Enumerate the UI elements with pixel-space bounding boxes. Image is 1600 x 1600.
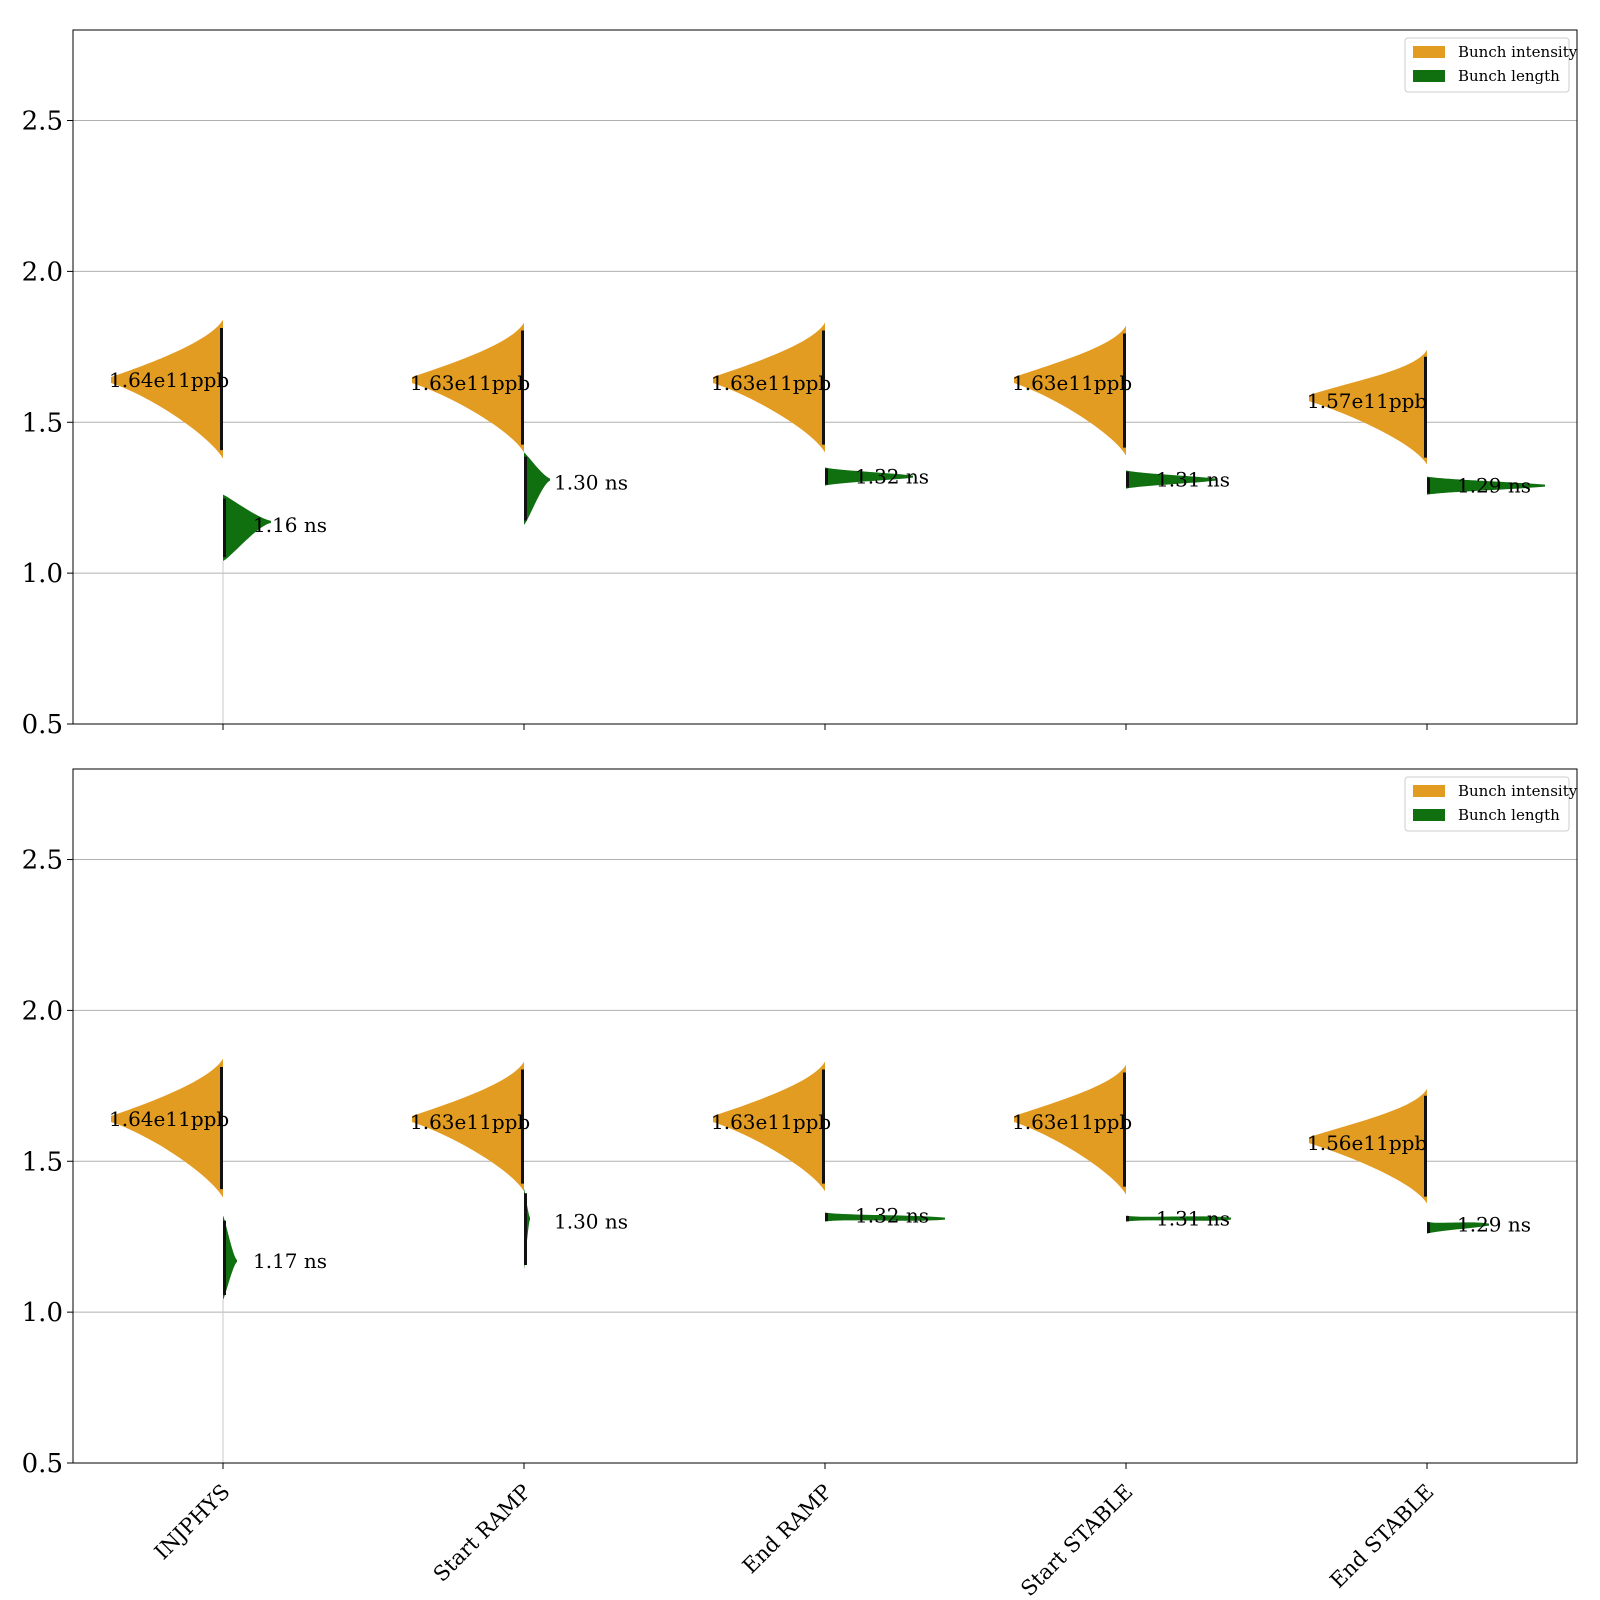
value-label: 1.17 ns bbox=[253, 1249, 327, 1273]
violin-length-1 bbox=[223, 1215, 237, 1301]
value-label: 1.63e11ppb bbox=[410, 1110, 530, 1134]
value-label: 1.63e11ppb bbox=[1012, 1110, 1132, 1134]
x-tick-label: Start RAMP bbox=[429, 1480, 536, 1587]
violin-intensity-2 bbox=[412, 1061, 524, 1192]
violin-length-2 bbox=[524, 452, 550, 525]
violin-length-3 bbox=[825, 1212, 945, 1222]
violin-intensity-1 bbox=[111, 319, 223, 459]
legend-box bbox=[1404, 776, 1570, 832]
legend-entry: Bunch length bbox=[1458, 67, 1560, 85]
y-tick-label: 0.5 bbox=[22, 710, 63, 740]
y-tick-label: 1.0 bbox=[22, 1298, 63, 1328]
value-label: 1.16 ns bbox=[253, 513, 327, 537]
y-tick-label: 2.0 bbox=[22, 996, 63, 1026]
violin-intensity-3 bbox=[713, 322, 825, 453]
value-label: 1.30 ns bbox=[554, 471, 628, 495]
value-label: 1.29 ns bbox=[1457, 474, 1531, 498]
value-label: 1.63e11ppb bbox=[410, 371, 530, 395]
violin-intensity-2 bbox=[412, 322, 524, 453]
value-label: 1.32 ns bbox=[855, 465, 929, 489]
y-tick-label: 1.0 bbox=[22, 559, 63, 589]
y-tick-label: 0.5 bbox=[22, 1449, 63, 1479]
legend-swatch bbox=[1413, 70, 1445, 82]
y-tick-label: 1.5 bbox=[22, 408, 63, 438]
y-tick-label: 1.5 bbox=[22, 1147, 63, 1177]
value-label: 1.29 ns bbox=[1457, 1213, 1531, 1237]
x-tick-label: INJPHYS bbox=[150, 1480, 235, 1565]
legend-swatch bbox=[1413, 785, 1445, 797]
value-label: 1.31 ns bbox=[1156, 468, 1230, 492]
chart-panel-1: 0.5 1.0 1.5 2.0 2.5 1.64e11ppb 1.63e11ppb 1.63e… bbox=[22, 29, 1578, 740]
value-label: 1.31 ns bbox=[1156, 1207, 1230, 1231]
y-tick-label: 2.0 bbox=[22, 257, 63, 287]
x-tick-label: End RAMP bbox=[738, 1480, 837, 1579]
y-tick-label: 2.5 bbox=[22, 107, 63, 137]
violin-intensity-5 bbox=[1309, 349, 1427, 465]
value-label: 1.32 ns bbox=[855, 1204, 929, 1228]
legend-entry: Bunch length bbox=[1458, 806, 1560, 824]
value-label: 1.63e11ppb bbox=[1012, 371, 1132, 395]
legend-swatch bbox=[1413, 46, 1445, 58]
value-label: 1.64e11ppb bbox=[109, 1107, 229, 1131]
violin-intensity-4 bbox=[1014, 1064, 1126, 1195]
plot-frame bbox=[72, 768, 1578, 1464]
legend-box bbox=[1404, 37, 1570, 93]
violin-intensity-4 bbox=[1014, 325, 1126, 456]
x-tick-label: End STABLE bbox=[1325, 1480, 1438, 1593]
value-label: 1.63e11ppb bbox=[711, 371, 831, 395]
legend-swatch bbox=[1413, 809, 1445, 821]
legend-entry: Bunch intensity bbox=[1458, 782, 1578, 800]
violin-length-3 bbox=[825, 467, 913, 486]
chart-panel-2: 0.5 1.0 1.5 2.0 2.5 INJPHYS Start RAMP End RAMP… bbox=[22, 768, 1578, 1600]
legend-entry: Bunch intensity bbox=[1458, 43, 1578, 61]
y-tick-label: 2.5 bbox=[22, 846, 63, 876]
value-label: 1.56e11ppb bbox=[1307, 1131, 1427, 1155]
violin-intensity-1 bbox=[111, 1058, 223, 1198]
value-label: 1.63e11ppb bbox=[711, 1110, 831, 1134]
violin-intensity-3 bbox=[713, 1061, 825, 1192]
value-label: 1.30 ns bbox=[554, 1210, 628, 1234]
violin-length-1 bbox=[223, 494, 271, 562]
violin-length-4 bbox=[1126, 470, 1216, 489]
violin-intensity-5 bbox=[1309, 1088, 1427, 1204]
violin-length-5 bbox=[1427, 1221, 1489, 1234]
violin-length-5 bbox=[1427, 476, 1545, 495]
violin-length-4 bbox=[1126, 1215, 1231, 1222]
legend: Bunch intensity Bunch length bbox=[1404, 776, 1578, 832]
plot-frame bbox=[72, 29, 1578, 725]
x-tick-label: Start STABLE bbox=[1016, 1480, 1137, 1600]
value-label: 1.64e11ppb bbox=[109, 368, 229, 392]
legend: Bunch intensity Bunch length bbox=[1404, 37, 1578, 93]
value-label: 1.57e11ppb bbox=[1307, 389, 1427, 413]
